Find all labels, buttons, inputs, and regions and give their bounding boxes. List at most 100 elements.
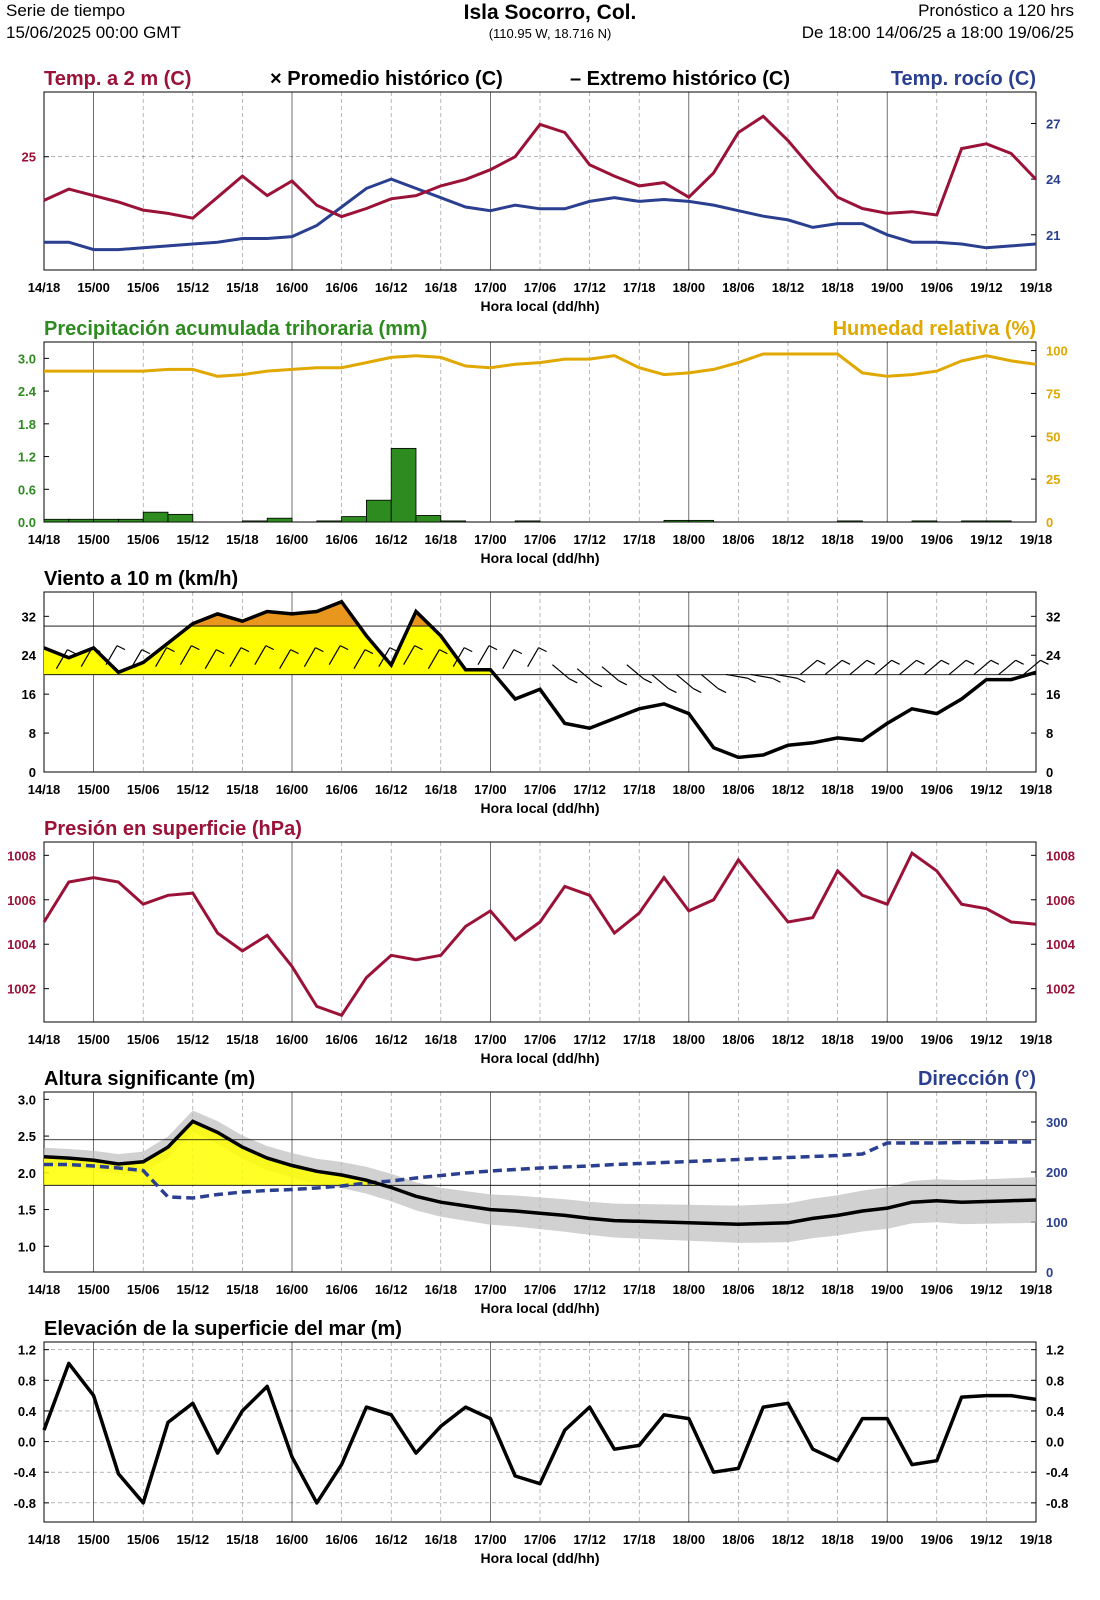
precip-bar <box>142 511 169 523</box>
x-tick-label: 18/12 <box>772 782 805 797</box>
x-tick-label: 18/12 <box>772 1032 805 1047</box>
wind-barb <box>924 659 942 675</box>
wave-spread-band <box>44 1110 1036 1243</box>
y-left-tick-label: 1.2 <box>18 450 36 465</box>
x-tick-label: 16/18 <box>425 280 458 295</box>
wind-barb <box>155 647 168 668</box>
wind-barb-feather <box>692 688 702 694</box>
y-right-tick-label: 100 <box>1046 344 1068 359</box>
y-left-tick-label: 1.0 <box>18 1239 36 1254</box>
station-title: Isla Socorro, Col. <box>463 1 637 24</box>
x-tick-label: 15/00 <box>77 1532 110 1547</box>
x-tick-label: 16/06 <box>325 280 358 295</box>
x-tick-label: 17/12 <box>573 532 606 547</box>
wind-title: Viento a 10 m (km/h) <box>44 568 238 590</box>
x-tick-label: 17/06 <box>524 1282 557 1297</box>
wind-barb <box>626 664 645 680</box>
x-tick-label: 17/00 <box>474 1532 507 1547</box>
x-tick-label: 18/06 <box>722 782 755 797</box>
x-tick-label: 16/06 <box>325 1532 358 1547</box>
wind-barb-feather <box>593 682 603 688</box>
x-tick-label: 14/18 <box>28 1032 61 1047</box>
x-tick-label: 19/00 <box>871 532 904 547</box>
x-tick-label: 16/12 <box>375 532 408 547</box>
wind-barb-feather <box>891 659 900 665</box>
y-left-tick-label: 1004 <box>7 937 37 952</box>
wind-barb-feather <box>215 649 225 655</box>
x-tick-label: 17/00 <box>474 1032 507 1047</box>
x-tick-label: 16/18 <box>425 1032 458 1047</box>
wind-barb-feather <box>339 645 349 651</box>
wind-barb <box>899 659 917 675</box>
wind-barb <box>527 647 540 668</box>
x-tick-label: 17/12 <box>573 782 606 797</box>
wind-barb <box>725 673 748 679</box>
y-right-tick-label: 1002 <box>1046 982 1075 997</box>
pressure-title: Presión en superficie (hPa) <box>44 818 302 840</box>
wind-barb <box>427 649 440 670</box>
wind-barb <box>130 649 143 670</box>
x-axis-label: Hora local (dd/hh) <box>481 800 600 816</box>
x-tick-label: 18/12 <box>772 1532 805 1547</box>
x-tick-label: 15/18 <box>226 1282 259 1297</box>
wind-barb-feather <box>816 659 826 665</box>
x-tick-label: 15/06 <box>127 1532 160 1547</box>
y-left-tick-label: -0.8 <box>14 1496 36 1511</box>
wind-barb-feather <box>538 647 547 653</box>
x-tick-label: 17/18 <box>623 1032 656 1047</box>
wind-barb <box>80 647 93 668</box>
direction-title: Dirección (°) <box>918 1068 1036 1090</box>
x-tick-label: 19/12 <box>970 1032 1003 1047</box>
temp-title: Temp. a 2 m (C) <box>44 68 191 90</box>
y-right-tick-label: 75 <box>1046 386 1060 401</box>
x-tick-label: 17/18 <box>623 782 656 797</box>
x-tick-label: 17/06 <box>524 532 557 547</box>
wind-barb <box>824 659 843 675</box>
x-tick-label: 15/18 <box>226 1032 259 1047</box>
precip-bar <box>961 520 987 523</box>
x-tick-label: 17/00 <box>474 280 507 295</box>
x-tick-label: 17/18 <box>623 1532 656 1547</box>
x-axis-label: Hora local (dd/hh) <box>481 1050 600 1066</box>
precip-bar <box>663 519 690 523</box>
precip-title: Precipitación acumulada trihoraria (mm) <box>44 318 427 340</box>
y-right-tick-label: 27 <box>1046 117 1060 132</box>
y-left-tick-label: 0 <box>29 765 36 780</box>
x-tick-label: 15/18 <box>226 532 259 547</box>
x-tick-label: 16/00 <box>276 532 309 547</box>
wind-barb <box>279 649 292 670</box>
y-right-tick-label: 1004 <box>1046 937 1076 952</box>
y-right-tick-label: 0.4 <box>1046 1404 1065 1419</box>
wind-barb-feather <box>116 645 126 651</box>
wind-barb-feather <box>965 659 975 665</box>
y-right-tick-label: 24 <box>1046 648 1061 663</box>
x-tick-label: 17/06 <box>524 280 557 295</box>
wind-barb <box>229 647 242 668</box>
wind-barb-feather <box>940 659 950 665</box>
x-tick-label: 17/12 <box>573 1032 606 1047</box>
dewpoint-series-line <box>44 177 1037 252</box>
x-tick-label: 19/12 <box>970 280 1003 295</box>
wind-barb-feather <box>747 677 756 683</box>
y-right-tick-label: 8 <box>1046 726 1053 741</box>
y-right-tick-label: 0 <box>1046 765 1053 780</box>
wind-barb-feather <box>91 647 101 653</box>
x-tick-label: 18/18 <box>821 782 854 797</box>
x-tick-label: 18/12 <box>772 280 805 295</box>
x-tick-label: 17/12 <box>573 1532 606 1547</box>
y-left-tick-label: 1006 <box>7 893 36 908</box>
y-right-tick-label: 200 <box>1046 1165 1068 1180</box>
wind-barb <box>676 673 694 690</box>
wind-barb <box>651 673 669 690</box>
rh-title: Humedad relativa (%) <box>833 318 1036 340</box>
panel-frame-3: 14/18 15/00 15/06 15/12 15/18 16/00 16/06 16/12… <box>22 568 1062 816</box>
dew-title: Temp. rocío (C) <box>891 68 1036 90</box>
x-tick-label: 16/12 <box>375 782 408 797</box>
precip-bar <box>241 520 268 523</box>
y-left-tick-label: 16 <box>22 687 36 702</box>
x-tick-label: 14/18 <box>28 280 61 295</box>
wind-barb <box>254 645 267 666</box>
wind-barb-feather <box>1015 659 1024 665</box>
x-tick-label: 17/06 <box>524 1532 557 1547</box>
y-right-tick-label: 0.8 <box>1046 1373 1064 1388</box>
